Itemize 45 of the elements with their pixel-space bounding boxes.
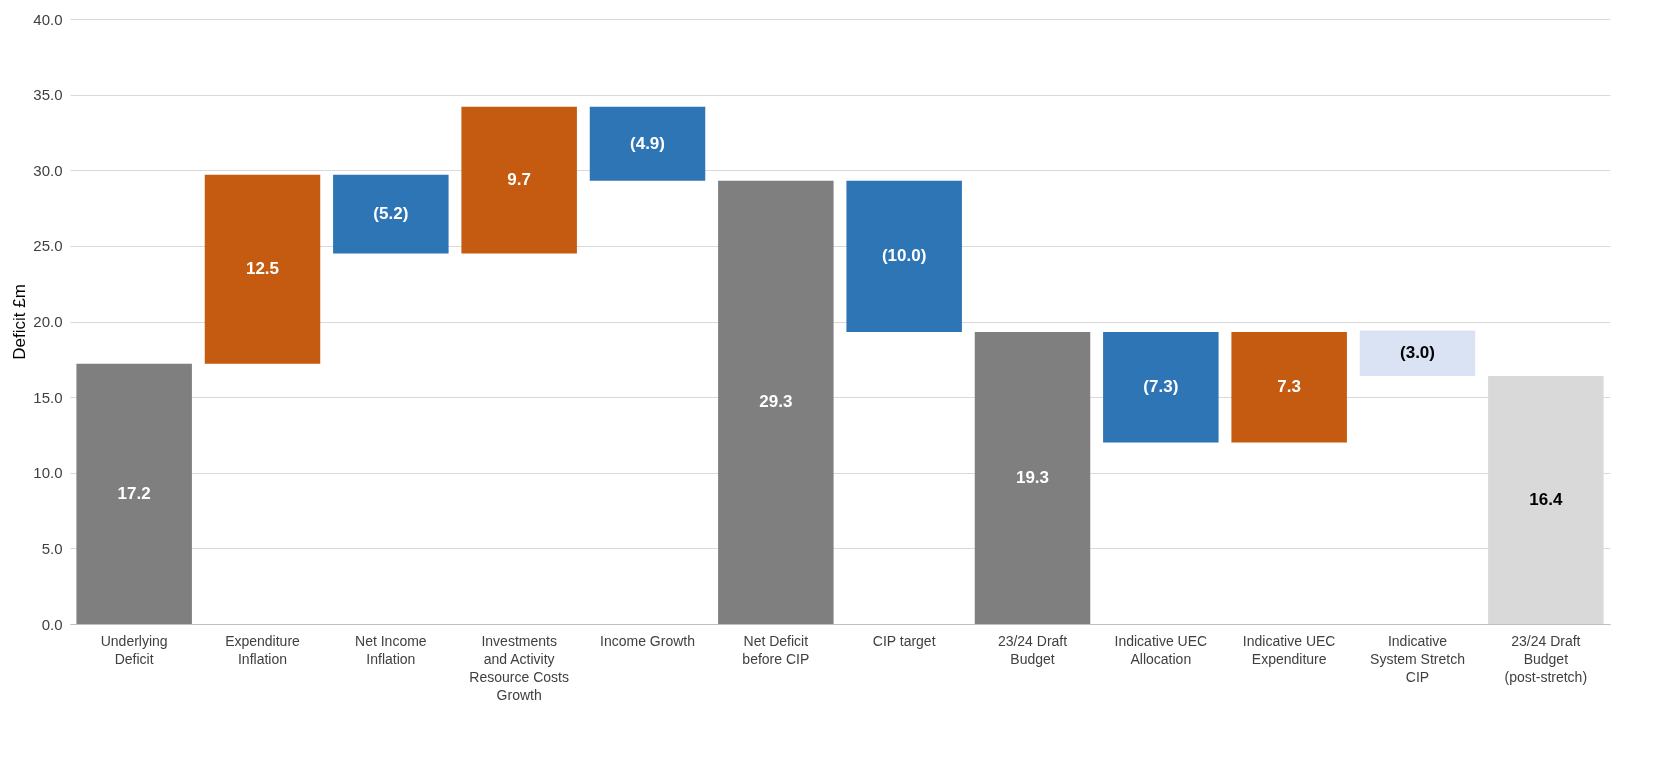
y-tick-label: 30.0 — [33, 161, 63, 179]
data-label: 9.7 — [507, 170, 531, 190]
y-tick-label: 10.0 — [33, 464, 63, 482]
y-tick-label: 40.0 — [33, 10, 63, 28]
x-tick-label: Indicative System Stretch CIP — [1370, 632, 1465, 685]
bar — [461, 106, 577, 254]
x-tick-label: Indicative UEC Expenditure — [1242, 632, 1336, 667]
data-label: 7.3 — [1277, 377, 1301, 397]
bar — [76, 363, 192, 624]
data-label: (10.0) — [881, 246, 927, 266]
data-label: (7.3) — [1143, 377, 1179, 397]
x-tick-label: 23/24 Draft Budget (post-stretch) — [1504, 632, 1588, 685]
bar — [589, 106, 706, 181]
data-label: 16.4 — [1529, 489, 1563, 509]
data-label: (3.0) — [1400, 343, 1435, 363]
y-tick-label: 5.0 — [41, 539, 63, 557]
data-label: (4.9) — [630, 133, 665, 153]
data-label: 29.3 — [759, 392, 793, 412]
x-tick-label: Net Income Inflation — [355, 632, 427, 667]
y-axis-title: Deficit £m — [10, 284, 30, 360]
y-tick-label: 0.0 — [41, 615, 63, 633]
bar — [974, 332, 1091, 624]
bar — [718, 180, 834, 624]
bar — [1359, 330, 1476, 376]
y-tick-label: 35.0 — [33, 86, 63, 104]
bar — [333, 174, 449, 254]
x-tick-label: Net Deficit before CIP — [742, 632, 810, 667]
x-tick-label: CIP target — [872, 632, 936, 649]
bar — [846, 180, 962, 333]
y-tick-label: 25.0 — [33, 237, 63, 255]
data-label: 17.2 — [117, 483, 151, 503]
bar — [1103, 332, 1219, 443]
bar — [1231, 332, 1347, 443]
x-tick-label: Income Growth — [600, 632, 695, 649]
y-tick-label: 20.0 — [33, 313, 63, 330]
data-label: 19.3 — [1015, 468, 1050, 488]
x-tick-label: Indicative UEC Allocation — [1114, 632, 1208, 667]
x-tick-label: Expenditure Inflation — [225, 632, 301, 667]
x-tick-label: Investments and Activity Resource Costs Growth — [469, 632, 569, 703]
x-tick-label: 23/24 Draft Budget — [997, 632, 1068, 667]
y-tick-label: 15.0 — [33, 388, 63, 406]
data-label: 12.5 — [245, 259, 280, 279]
x-tick-label: Underlying Deficit — [100, 632, 168, 667]
data-label: (5.2) — [373, 204, 409, 224]
bar — [204, 174, 321, 364]
